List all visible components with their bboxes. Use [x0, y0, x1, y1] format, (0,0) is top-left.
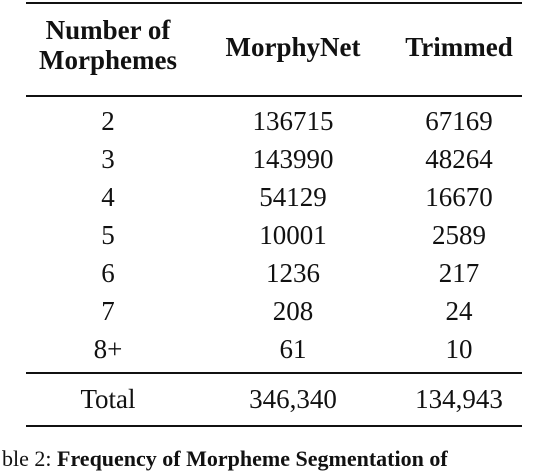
row-trimmed: 67169 [425, 106, 493, 136]
row-morphynet: 208 [272, 296, 314, 326]
row-morphynet: 10001 [259, 220, 327, 250]
row-morphemes: 5 [101, 220, 115, 250]
total-trimmed: 134,943 [415, 384, 503, 414]
row-morphynet: 143990 [252, 144, 334, 174]
total-morphynet: 346,340 [249, 384, 337, 414]
row-morphemes: 6 [101, 258, 115, 288]
header-trimmed: Trimmed [405, 32, 513, 62]
row-trimmed: 2589 [432, 220, 486, 250]
header-number-of-morphemes: Number of Morphemes [26, 15, 190, 75]
row-morphemes: 7 [101, 296, 115, 326]
row-morphynet: 1236 [266, 258, 320, 288]
row-morphemes: 4 [101, 182, 115, 212]
header-line-2: Morphemes [39, 45, 177, 75]
row-morphemes: 8+ [93, 334, 123, 364]
row-trimmed: 48264 [425, 144, 493, 174]
row-trimmed: 10 [445, 334, 473, 364]
total-rule [26, 372, 522, 374]
row-trimmed: 24 [445, 296, 473, 326]
bottom-rule [26, 425, 522, 427]
header-morphynet: MorphyNet [225, 32, 361, 62]
row-trimmed: 217 [438, 258, 480, 288]
top-rule [26, 2, 522, 4]
row-trimmed: 16670 [425, 182, 493, 212]
header-rule [26, 95, 522, 97]
caption-label: ble 2: [2, 446, 52, 471]
header-line-1: Number of [45, 15, 171, 45]
row-morphemes: 2 [101, 106, 115, 136]
row-morphynet: 61 [279, 334, 307, 364]
caption-text: Frequency of Morpheme Segmentation of [57, 446, 448, 471]
table-caption: ble 2: Frequency of Morpheme Segmentatio… [0, 446, 536, 472]
row-morphynet: 136715 [252, 106, 334, 136]
total-label: Total [80, 384, 136, 414]
row-morphynet: 54129 [259, 182, 327, 212]
row-morphemes: 3 [101, 144, 115, 174]
